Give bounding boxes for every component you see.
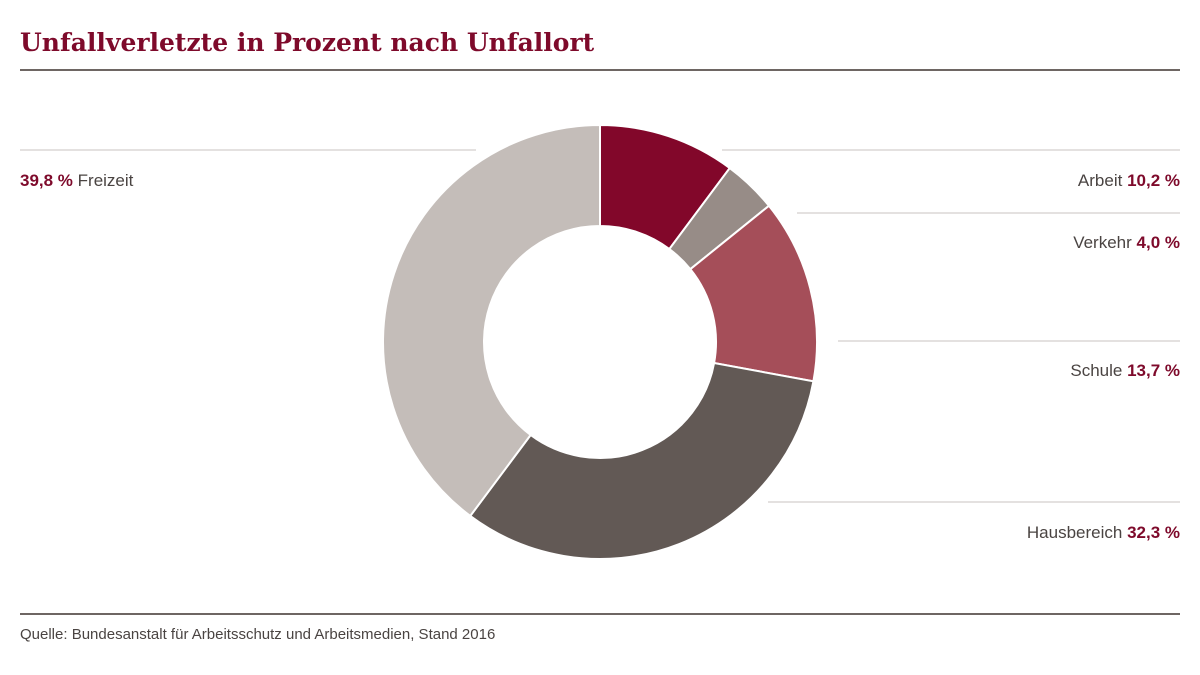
slice-name-hausbereich: Hausbereich: [1027, 523, 1127, 542]
slice-label-arbeit: Arbeit 10,2 %: [1078, 171, 1180, 190]
slice-value-schule: 13,7 %: [1127, 361, 1180, 380]
chart-title: Unfallverletzte in Prozent nach Unfallor…: [20, 28, 595, 57]
slice-label-freizeit: 39,8 % Freizeit: [20, 171, 134, 190]
slice-value-arbeit: 10,2 %: [1127, 171, 1180, 190]
slice-value-verkehr: 4,0 %: [1137, 233, 1180, 252]
slice-name-schule: Schule: [1070, 361, 1127, 380]
slice-value-freizeit: 39,8 %: [20, 171, 78, 190]
title-divider: [20, 69, 1180, 71]
slice-name-verkehr: Verkehr: [1073, 233, 1136, 252]
slice-freizeit: [382, 123, 601, 518]
slice-name-freizeit: Freizeit: [78, 171, 134, 190]
slice-hausbereich: [468, 361, 815, 560]
slice-name-arbeit: Arbeit: [1078, 171, 1127, 190]
slice-value-hausbereich: 32,3 %: [1127, 523, 1180, 542]
footer-divider: [20, 613, 1180, 615]
slice-label-schule: Schule 13,7 %: [1070, 361, 1180, 380]
slice-label-hausbereich: Hausbereich 32,3 %: [1027, 523, 1180, 542]
slice-label-verkehr: Verkehr 4,0 %: [1073, 233, 1180, 252]
source-note: Quelle: Bundesanstalt für Arbeitsschutz …: [20, 626, 496, 643]
